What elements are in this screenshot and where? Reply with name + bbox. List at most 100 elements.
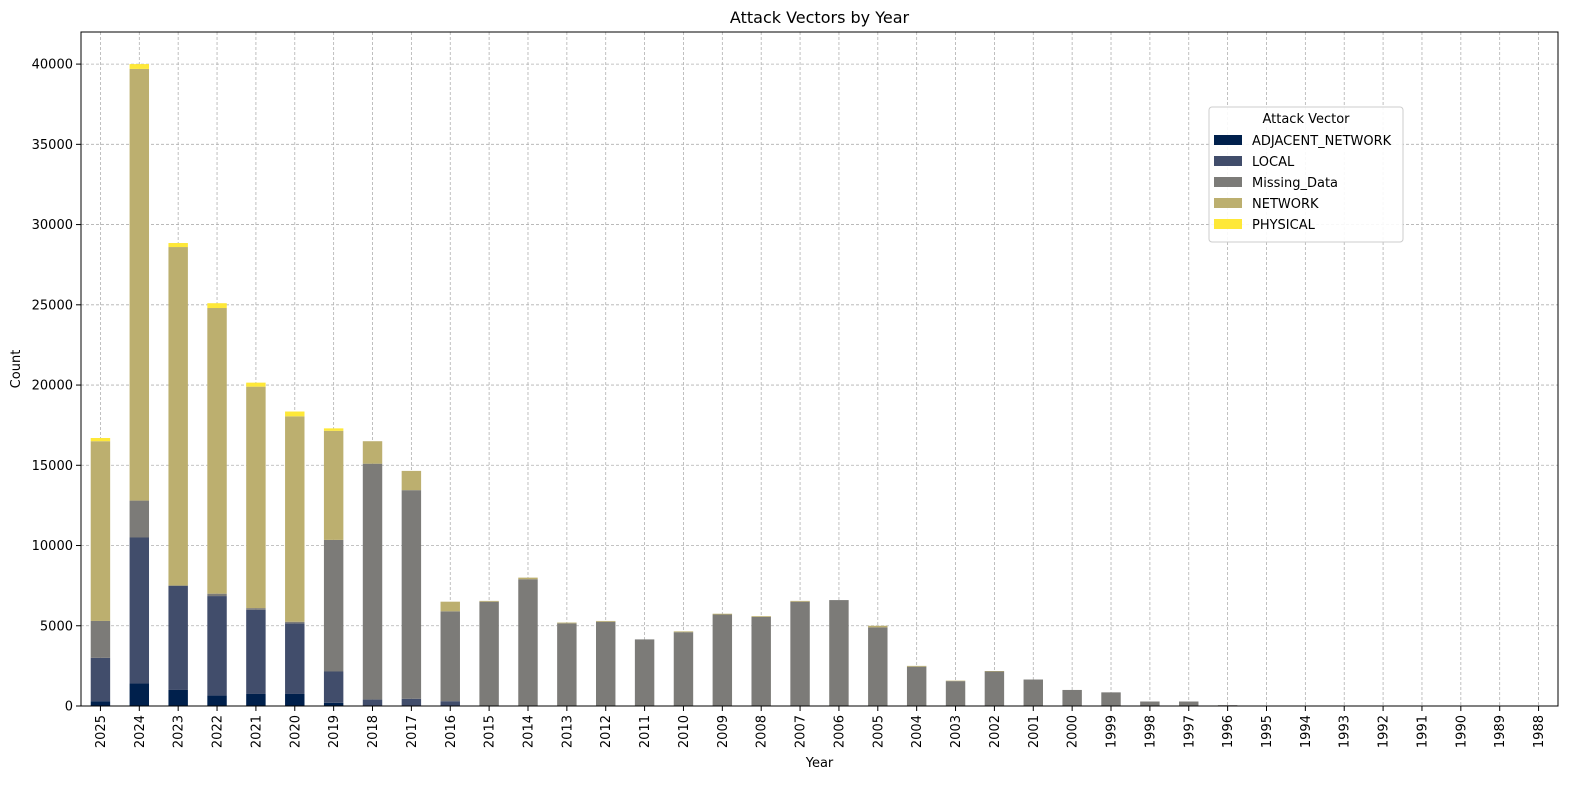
bar-segment-missing-data — [1101, 692, 1121, 706]
y-tick-label: 35000 — [32, 138, 73, 153]
bar-segment-adjacent-network — [246, 693, 266, 706]
x-tick-label: 2024 — [133, 715, 148, 748]
bar-segment-adjacent-network — [285, 693, 305, 706]
x-tick-label: 2010 — [677, 715, 692, 748]
x-tick-label: 1999 — [1105, 715, 1120, 748]
bar-segment-network — [401, 470, 422, 491]
x-tick-label: 2007 — [794, 715, 809, 748]
bar-segment-missing-data — [323, 539, 344, 672]
legend-swatch — [1214, 156, 1242, 166]
bar-segment-network — [129, 68, 150, 501]
legend-box — [1208, 106, 1404, 243]
bar-segment-missing-data — [207, 593, 227, 597]
bar-segment-physical — [285, 411, 305, 417]
x-tick-label: 1992 — [1377, 715, 1392, 748]
bar-segment-network — [440, 601, 460, 612]
bar-segment-missing-data — [440, 611, 460, 702]
legend-label: Missing_Data — [1252, 176, 1338, 191]
bar-segment-missing-data — [557, 623, 577, 706]
bar-segment-missing-data — [246, 608, 266, 610]
legend-swatch — [1214, 219, 1242, 229]
y-tick-label: 40000 — [32, 58, 73, 73]
bar-segment-missing-data — [1023, 679, 1043, 706]
bar-segment-network — [479, 600, 499, 602]
bar-segment-network — [790, 600, 810, 602]
legend-label: LOCAL — [1252, 155, 1295, 170]
bar-segment-missing-data — [1179, 701, 1199, 706]
legend-label: PHYSICAL — [1252, 218, 1316, 233]
bar-segment-physical — [129, 64, 150, 69]
bar-segment-missing-data — [868, 627, 888, 706]
y-tick-label: 15000 — [32, 459, 73, 474]
x-tick-label: 2008 — [755, 715, 770, 748]
bar-segment-missing-data — [518, 579, 538, 706]
x-tick-label: 2011 — [638, 715, 653, 748]
x-tick-label: 1994 — [1299, 715, 1314, 748]
bar-segment-network — [751, 616, 771, 617]
x-tick-label: 1996 — [1221, 715, 1236, 748]
bar-segment-network — [168, 247, 188, 586]
bar-segment-adjacent-network — [168, 689, 188, 706]
bar-segment-adjacent-network — [90, 701, 111, 706]
x-tick-label: 2014 — [521, 715, 536, 748]
bar-segment-missing-data — [596, 621, 616, 706]
x-tick-label: 1991 — [1415, 715, 1430, 748]
bar-segment-missing-data — [285, 621, 305, 624]
x-tick-label: 2018 — [366, 715, 381, 748]
legend-items: ADJACENT_NETWORK LOCAL Missing_Data NETWORK… — [1214, 134, 1392, 233]
bar-segment-network — [906, 665, 927, 667]
y-axis-title: Count — [9, 350, 24, 389]
bar-segment-missing-data — [712, 614, 733, 706]
legend-swatch — [1214, 198, 1242, 208]
bar-segment-network — [596, 620, 616, 622]
bars-layer — [90, 64, 1238, 706]
x-tick-label: 2017 — [405, 715, 420, 748]
x-tick-label: 2021 — [249, 715, 264, 748]
chart-title: Attack Vectors by Year — [730, 8, 910, 27]
bar-segment-missing-data — [362, 463, 383, 700]
plot-frame — [80, 31, 1559, 707]
bar-segment-missing-data — [90, 620, 111, 658]
bar-segment-missing-data — [790, 601, 810, 706]
bar-segment-missing-data — [129, 500, 150, 538]
y-tick-label: 10000 — [32, 539, 73, 554]
x-tick-label: 2022 — [211, 715, 226, 748]
x-tick-label: 2023 — [172, 715, 187, 748]
bar-segment-local — [168, 585, 188, 690]
x-tick-label: 1990 — [1454, 715, 1469, 748]
legend-label: ADJACENT_NETWORK — [1252, 134, 1392, 149]
x-tick-label: 2005 — [871, 715, 886, 748]
x-tick-label: 1988 — [1532, 715, 1547, 748]
x-axis-title: Year — [805, 756, 834, 771]
bar-segment-physical — [168, 243, 188, 248]
bar-segment-network — [246, 386, 266, 609]
x-tick-label: 2001 — [1027, 715, 1042, 748]
bar-segment-missing-data — [1062, 689, 1082, 706]
bar-segment-network — [868, 625, 888, 628]
y-tick-label: 25000 — [32, 298, 73, 313]
x-tick-label: 2002 — [988, 715, 1003, 748]
y-tick-label: 5000 — [40, 619, 73, 634]
bar-segment-network — [207, 308, 227, 594]
bar-segment-missing-data — [906, 666, 927, 706]
bar-segment-adjacent-network — [207, 695, 227, 706]
legend: Attack Vector ADJACENT_NETWORK LOCAL Missi… — [1208, 106, 1404, 243]
bar-segment-missing-data — [945, 681, 966, 706]
x-tick-label: 2012 — [599, 715, 614, 748]
bar-segment-network — [518, 577, 538, 580]
bar-segment-physical — [207, 303, 227, 309]
x-tick-label: 2013 — [560, 715, 575, 748]
bar-segment-network — [362, 441, 383, 464]
legend-swatch — [1214, 135, 1242, 145]
x-axis: 2025 2024 2023 2022 2021 2020 2019 2018 2017 2016… — [94, 706, 1547, 748]
x-tick-label: 2025 — [94, 715, 109, 748]
legend-label: NETWORK — [1252, 197, 1319, 212]
x-tick-label: 1993 — [1338, 715, 1353, 748]
y-tick-label: 30000 — [32, 218, 73, 233]
bar-segment-physical — [90, 438, 111, 442]
bar-segment-missing-data — [1140, 701, 1160, 706]
bar-segment-network — [673, 631, 694, 633]
x-tick-label: 1997 — [1182, 715, 1197, 748]
x-tick-label: 1995 — [1260, 715, 1275, 748]
